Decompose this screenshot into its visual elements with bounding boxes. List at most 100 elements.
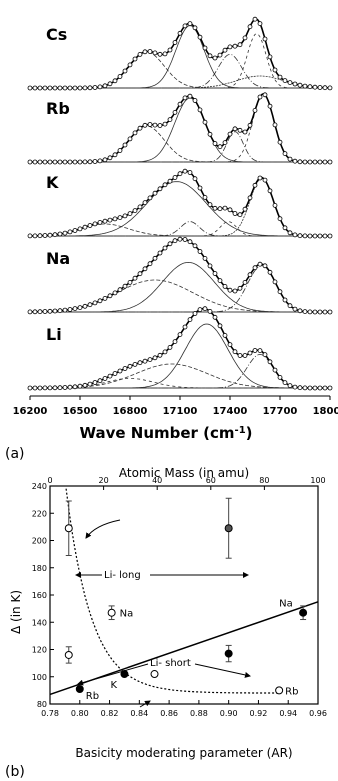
- data-point: [157, 186, 163, 192]
- data-point: [137, 271, 143, 277]
- data-point: [187, 170, 193, 175]
- data-point: [327, 159, 333, 165]
- y-tick-label: 140: [32, 618, 47, 627]
- top-x-tick-label: 20: [99, 476, 109, 485]
- data-point: [52, 159, 58, 165]
- data-point: [327, 385, 333, 391]
- filled-point: [75, 685, 84, 694]
- open-point: [64, 650, 73, 659]
- data-point: [322, 159, 328, 165]
- data-point: [292, 158, 298, 164]
- data-point: [92, 159, 98, 164]
- data-point: [247, 195, 253, 201]
- data-point: [187, 21, 193, 27]
- data-point: [237, 212, 243, 218]
- data-point: [157, 51, 163, 57]
- data-point: [287, 230, 293, 236]
- data-point: [142, 49, 148, 55]
- data-point: [142, 122, 148, 128]
- data-point: [47, 85, 53, 91]
- data-point: [27, 85, 33, 91]
- data-point: [42, 309, 48, 314]
- data-point: [197, 307, 203, 313]
- x-tick-label: 0.80: [71, 709, 89, 718]
- data-point: [312, 159, 318, 165]
- data-point: [42, 233, 48, 238]
- y-tick-label: 220: [32, 509, 47, 518]
- data-point: [52, 232, 58, 238]
- filled-point: [299, 608, 308, 617]
- data-point: [237, 285, 243, 291]
- spectra-traces: Cs Rb K Na Li: [27, 16, 333, 391]
- data-point: [52, 385, 58, 391]
- x-tick-label: 0.96: [309, 709, 327, 718]
- data-point: [212, 314, 218, 320]
- data-point: [207, 263, 213, 269]
- data-point: [167, 344, 173, 350]
- total-fit-line: [30, 307, 330, 389]
- point-label: Rb: [285, 686, 298, 697]
- data-point: [177, 171, 183, 177]
- data-point: [297, 308, 303, 314]
- x-axis-title: Basicity moderating parameter (AR): [75, 746, 292, 760]
- open-point: [275, 686, 284, 695]
- data-point: [122, 142, 128, 148]
- data-point: [212, 205, 218, 211]
- x-tick-label: 16500: [63, 406, 98, 417]
- data-point: [322, 385, 328, 391]
- data-point: [252, 348, 258, 353]
- top-x-tick-label: 80: [259, 476, 269, 485]
- data-point: [297, 82, 303, 88]
- data-point: [177, 101, 183, 107]
- data-point: [72, 228, 78, 233]
- data-point: [127, 363, 133, 369]
- y-tick-label: 180: [32, 564, 47, 573]
- data-point: [327, 85, 333, 91]
- spectrum-label: Na: [46, 249, 70, 268]
- data-point: [262, 36, 268, 42]
- delta-axes: 0.78 0.80 0.82 0.84 0.86 0.88 0.90 0.92 0.94 0.96…: [32, 476, 327, 718]
- arrow-li-short-left: [77, 663, 149, 686]
- data-point: [107, 293, 113, 299]
- x-tick-label: 0.88: [190, 709, 208, 718]
- spectrum-li: Li: [27, 306, 333, 391]
- data-point: [102, 157, 108, 163]
- data-point: [302, 309, 308, 315]
- data-point: [32, 309, 38, 315]
- data-point: [222, 283, 228, 289]
- x-tick-label: 0.92: [250, 709, 268, 718]
- data-point: [257, 175, 263, 181]
- data-point: [272, 122, 278, 128]
- data-point: [102, 218, 108, 224]
- data-point: [42, 85, 48, 91]
- spectra-x-axis-title: Wave Number (cm-1): [79, 424, 252, 442]
- data-point: [212, 141, 218, 146]
- data-point: [262, 92, 268, 98]
- data-point: [112, 216, 118, 222]
- data-point: [97, 298, 103, 304]
- data-point: [77, 159, 83, 165]
- data-point: [122, 366, 128, 371]
- data-point: [147, 122, 153, 127]
- data-point: [112, 152, 118, 158]
- data-point: [162, 51, 168, 57]
- data-point: [27, 159, 33, 165]
- data-point: [177, 236, 183, 242]
- data-point: [232, 349, 238, 355]
- spectrum-rb: Rb: [27, 92, 333, 165]
- data-point: [137, 204, 143, 210]
- data-point: [127, 62, 133, 68]
- data-point: [92, 85, 98, 90]
- data-point: [62, 230, 68, 236]
- data-point: [57, 159, 63, 165]
- data-point: [227, 207, 233, 213]
- spectrum-cs: Cs: [27, 16, 333, 91]
- data-point: [222, 205, 228, 211]
- data-point: [47, 232, 53, 238]
- data-point: [157, 123, 163, 128]
- data-point: [137, 360, 143, 366]
- component-line: [30, 131, 330, 163]
- data-point: [67, 384, 73, 390]
- data-point: [197, 185, 203, 191]
- data-point: [217, 206, 223, 212]
